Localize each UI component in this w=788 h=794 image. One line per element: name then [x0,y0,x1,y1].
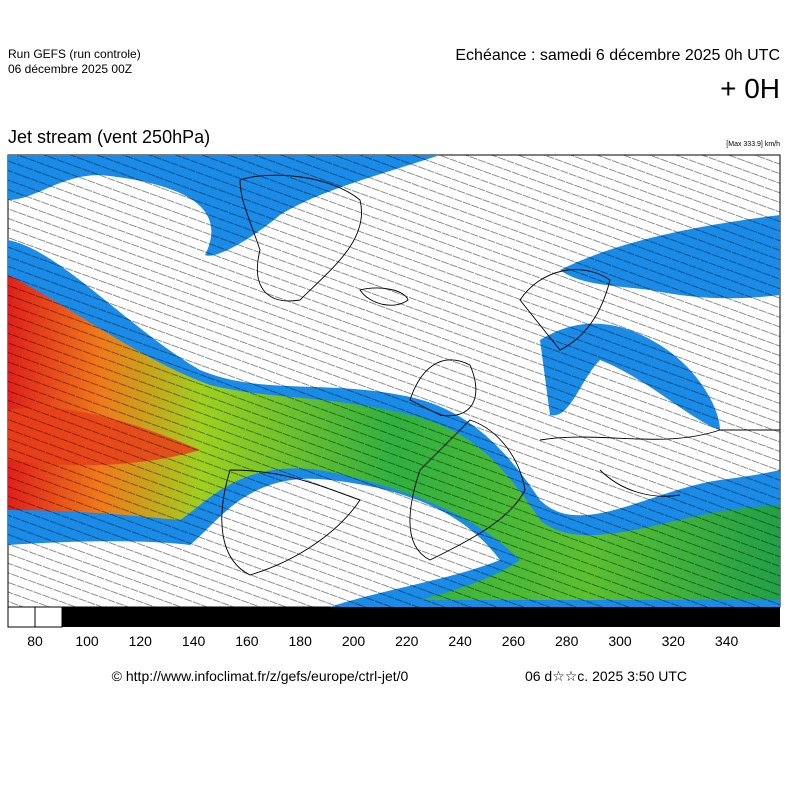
colorbar-label: 140 [182,633,206,649]
colorbar-label: 340 [715,633,739,649]
run-label: Run GEFS (run controle) [8,47,141,61]
source-url: © http://www.infoclimat.fr/z/gefs/europe… [112,668,409,684]
colorbar-label: 280 [555,633,579,649]
colorbar-label: 240 [448,633,472,649]
echeance: Echéance : samedi 6 décembre 2025 0h UTC [455,47,780,64]
colorbar-label: 120 [129,633,153,649]
map-title: Jet stream (vent 250hPa) [8,127,210,147]
colorbar-label: 220 [395,633,419,649]
colorbar-label: 100 [75,633,99,649]
generated-time: 06 d☆☆c. 2025 3:50 UTC [525,668,687,684]
offset: + 0H [720,73,780,104]
run-date: 06 décembre 2025 00Z [8,62,132,76]
colorbar-label: 320 [662,633,686,649]
colorbar-cell [7,606,36,628]
colorbar-label: 180 [289,633,313,649]
map [7,154,781,608]
colorbar-label: 300 [608,633,632,649]
colorbar-cell [62,607,780,627]
max-note: [Max 333.9] km/h [726,141,780,148]
coastlines [221,174,780,576]
colorbar-label: 260 [502,633,526,649]
colorbar-label: 160 [235,633,259,649]
colorbar-label: 200 [342,633,366,649]
colorbar [7,606,780,628]
colorbar-label: 80 [27,633,43,649]
wind-arrows [8,155,780,607]
colorbar-labels: 80 100 120 140 160 180 200 220 240 260 280 300 320 34… [27,633,738,649]
colorbar-cell [34,606,63,628]
